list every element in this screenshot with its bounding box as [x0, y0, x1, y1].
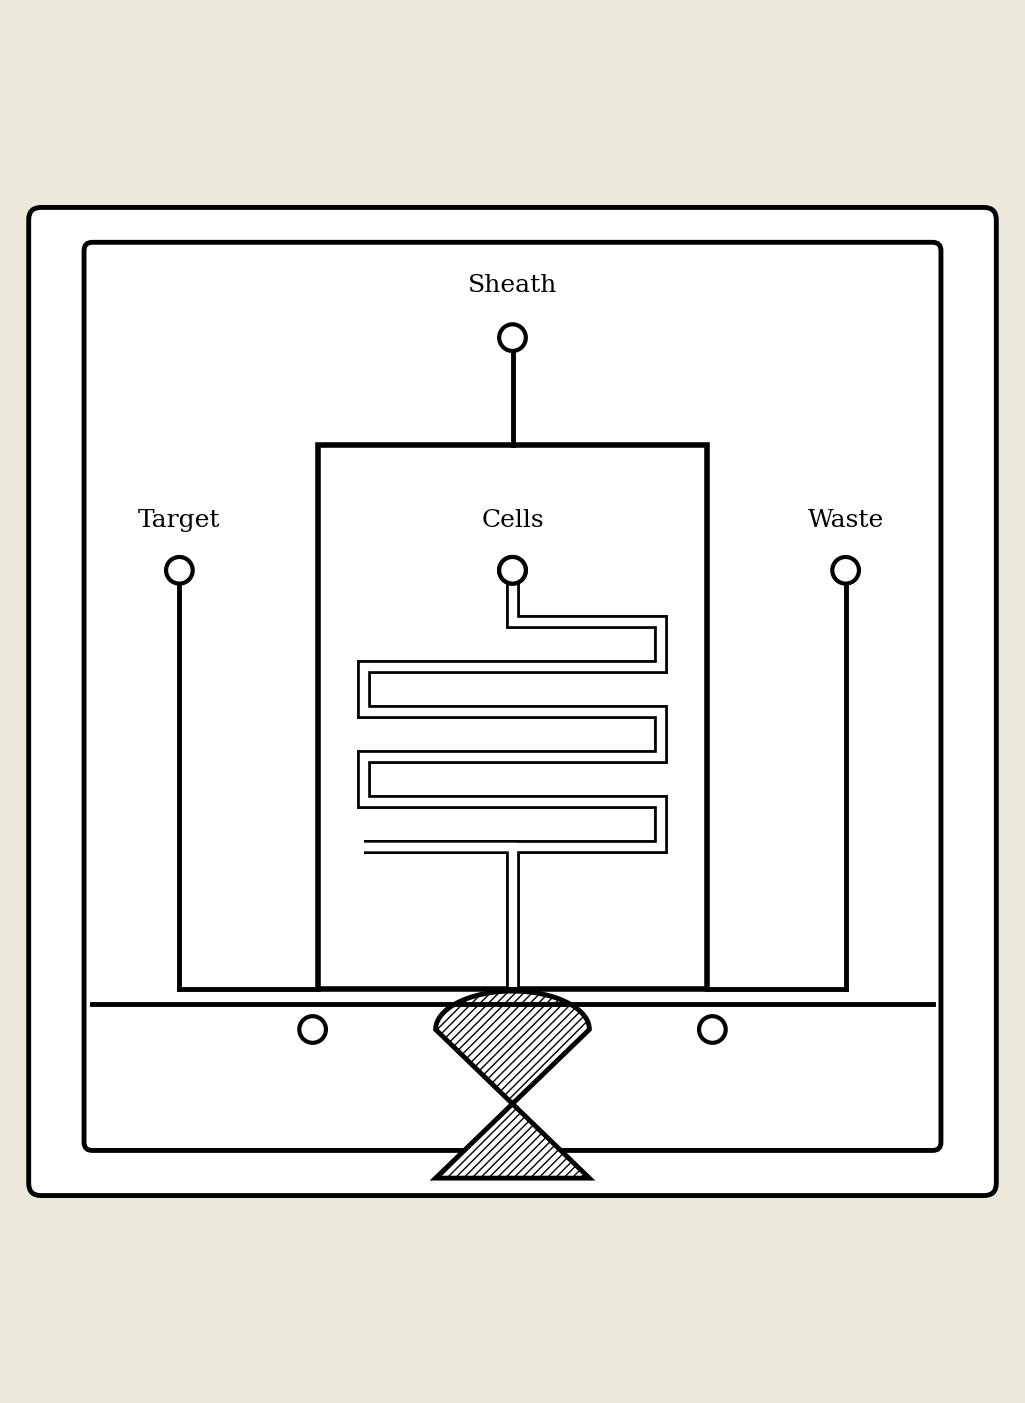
Circle shape: [166, 557, 193, 584]
Circle shape: [699, 1016, 726, 1042]
FancyBboxPatch shape: [84, 243, 941, 1150]
Circle shape: [499, 557, 526, 584]
Circle shape: [299, 1016, 326, 1042]
Polygon shape: [436, 991, 589, 1179]
Bar: [318, 445, 707, 989]
Circle shape: [499, 557, 526, 584]
Text: Cells: Cells: [481, 509, 544, 532]
Circle shape: [832, 557, 859, 584]
Text: Sheath: Sheath: [467, 274, 558, 296]
Text: Waste: Waste: [808, 509, 884, 532]
Text: Target: Target: [138, 509, 220, 532]
FancyBboxPatch shape: [29, 208, 996, 1195]
Circle shape: [499, 324, 526, 351]
